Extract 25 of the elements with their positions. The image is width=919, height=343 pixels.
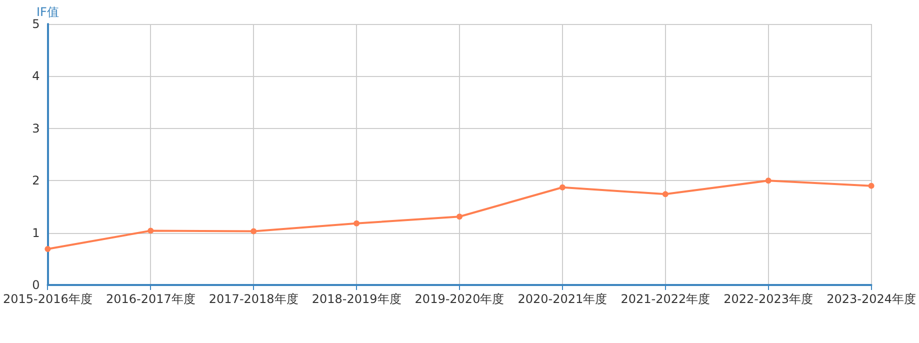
point xyxy=(765,178,772,184)
y-tick-label: 4 xyxy=(32,69,40,84)
point xyxy=(662,191,668,198)
x-tick-label: 2022-2023年度 xyxy=(724,292,814,306)
x-tick-label: 2021-2022年度 xyxy=(620,292,710,306)
y-tick-label: 5 xyxy=(32,17,40,31)
point xyxy=(354,220,360,226)
point xyxy=(250,228,257,234)
x-tick-label: 2023-2024年度 xyxy=(826,292,916,306)
y-tick-label: 0 xyxy=(32,278,40,292)
x-tick-label: 2015-2016年度 xyxy=(2,292,92,306)
x-tick-label: 2016-2017年度 xyxy=(106,292,196,306)
x-tick-label: 2019-2020年度 xyxy=(414,292,504,306)
y-tick-label: 2 xyxy=(32,174,40,188)
point xyxy=(44,246,51,252)
y-tick-label: 3 xyxy=(32,121,40,136)
y-tick-label: 1 xyxy=(32,226,40,240)
point xyxy=(456,214,462,220)
x-tick-label: 2017-2018年度 xyxy=(208,292,298,306)
x-tick-label: 2018-2019年度 xyxy=(312,292,402,306)
point xyxy=(559,184,566,190)
point xyxy=(868,182,874,189)
y-axis-title: IF值 xyxy=(36,5,59,19)
x-tick-label: 2020-2021年度 xyxy=(518,292,608,306)
point xyxy=(148,228,154,234)
